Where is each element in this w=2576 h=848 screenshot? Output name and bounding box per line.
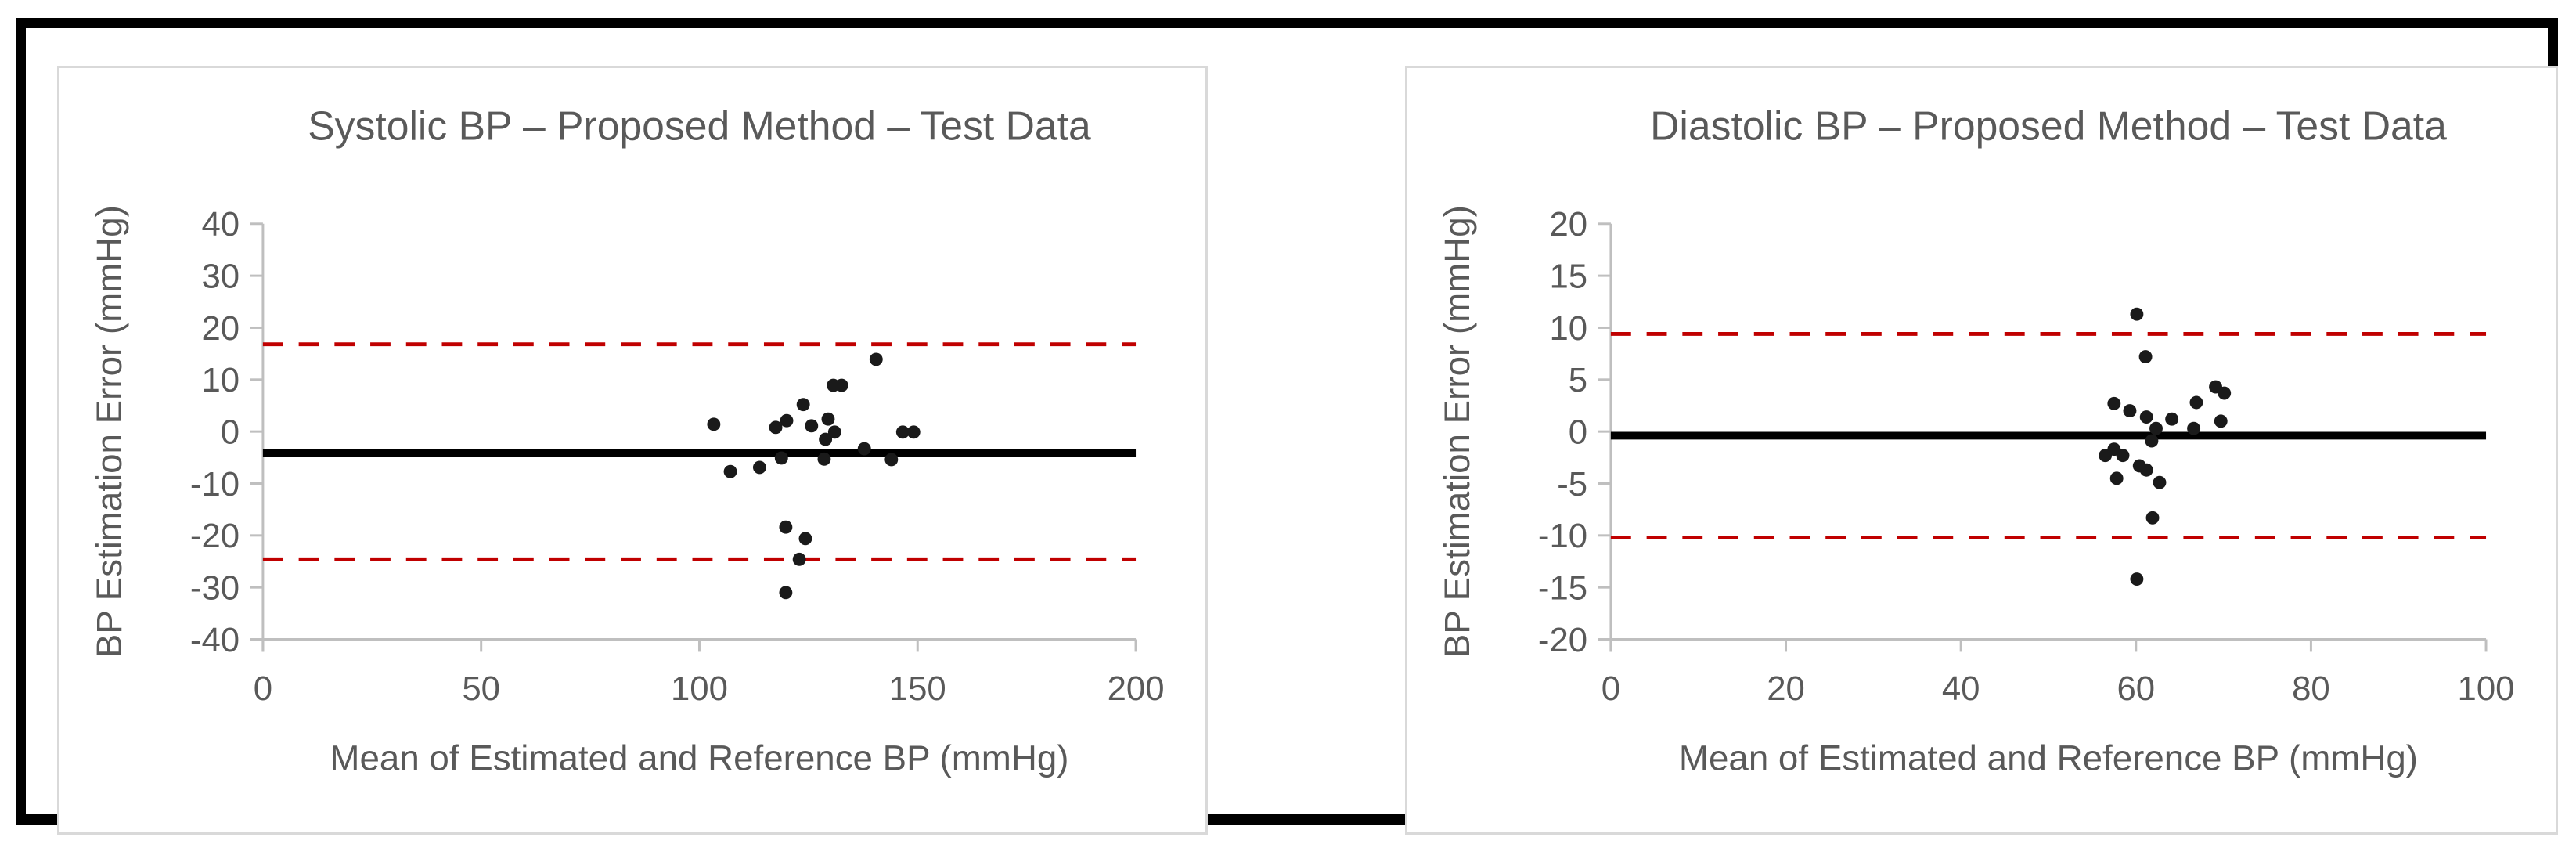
x-axis: 0 50 100 150 200 xyxy=(254,638,1165,708)
y-tick-label: -20 xyxy=(1538,621,1587,659)
data-point xyxy=(2165,412,2179,426)
data-point xyxy=(2116,449,2130,463)
data-point xyxy=(798,532,812,546)
x-axis: 0 20 40 60 80 100 xyxy=(1601,638,2515,708)
x-axis-title: Mean of Estimated and Reference BP (mmHg… xyxy=(1679,738,2418,778)
y-tick-label: 20 xyxy=(1549,205,1587,244)
data-point xyxy=(774,451,788,465)
x-tick-label: 150 xyxy=(889,669,946,708)
data-point xyxy=(2187,421,2201,435)
y-tick-label: -10 xyxy=(190,465,240,503)
data-point xyxy=(2138,350,2153,364)
x-tick-label: 200 xyxy=(1108,669,1165,708)
y-tick-label: 0 xyxy=(1569,413,1587,451)
data-point xyxy=(780,413,794,428)
data-point xyxy=(869,352,883,366)
y-tick-label: -15 xyxy=(1538,568,1587,607)
y-axis-title: BP Estimation Error (mmHg) xyxy=(1437,205,1477,658)
data-point xyxy=(2139,410,2153,424)
data-point xyxy=(752,460,766,475)
y-tick-label: -30 xyxy=(190,568,240,607)
data-point xyxy=(2214,414,2228,428)
y-tick-label: 15 xyxy=(1549,257,1587,295)
y-tick-label: -10 xyxy=(1538,517,1587,555)
y-tick-label: 30 xyxy=(201,257,240,295)
x-tick-label: 80 xyxy=(2292,669,2330,708)
data-point xyxy=(2145,434,2159,448)
data-point xyxy=(2130,572,2144,586)
data-point xyxy=(2107,396,2121,410)
data-point xyxy=(2153,475,2167,489)
x-tick-label: 50 xyxy=(462,669,500,708)
scatter-points xyxy=(707,352,921,600)
data-point xyxy=(792,552,806,566)
y-axis-title: BP Estimation Error (mmHg) xyxy=(89,205,129,658)
y-tick-label: 10 xyxy=(1549,309,1587,348)
data-point xyxy=(2109,471,2124,485)
x-tick-label: 60 xyxy=(2117,669,2155,708)
data-point xyxy=(895,425,910,439)
data-point xyxy=(779,520,793,534)
data-point xyxy=(2130,307,2144,321)
chart-title: Systolic BP – Proposed Method – Test Dat… xyxy=(308,103,1091,148)
y-tick-label: -5 xyxy=(1557,465,1587,503)
x-axis-title: Mean of Estimated and Reference BP (mmHg… xyxy=(330,738,1068,778)
x-tick-label: 40 xyxy=(1942,669,1980,708)
y-tick-label: 20 xyxy=(201,309,240,348)
data-point xyxy=(769,420,783,435)
data-point xyxy=(2139,463,2153,477)
chart-title: Diastolic BP – Proposed Method – Test Da… xyxy=(1650,103,2447,148)
data-point xyxy=(2189,395,2203,410)
data-point xyxy=(723,464,737,478)
y-tick-label: -20 xyxy=(190,517,240,555)
figure-outer-frame: Systolic BP – Proposed Method – Test Dat… xyxy=(16,18,2558,835)
x-tick-label: 20 xyxy=(1767,669,1805,708)
y-tick-label: 40 xyxy=(201,205,240,244)
data-point xyxy=(2123,404,2137,418)
data-point xyxy=(821,412,835,426)
data-point xyxy=(805,419,819,433)
data-point xyxy=(817,452,831,466)
y-tick-label: -40 xyxy=(190,621,240,659)
data-point xyxy=(834,378,848,392)
data-point xyxy=(707,417,721,431)
data-point xyxy=(819,432,833,446)
data-point xyxy=(827,425,841,439)
data-point xyxy=(779,586,793,600)
diastolic-chart-panel: Diastolic BP – Proposed Method – Test Da… xyxy=(1405,66,2558,835)
data-point xyxy=(796,398,810,412)
data-point xyxy=(2218,386,2232,400)
x-tick-label: 100 xyxy=(2458,669,2515,708)
diastolic-bland-altman-chart: Diastolic BP – Proposed Method – Test Da… xyxy=(1437,103,2515,778)
y-tick-label: 0 xyxy=(221,413,240,451)
data-point xyxy=(906,425,921,439)
x-tick-label: 0 xyxy=(1601,669,1620,708)
x-tick-label: 0 xyxy=(254,669,272,708)
y-tick-label: 10 xyxy=(201,361,240,399)
systolic-bland-altman-chart: Systolic BP – Proposed Method – Test Dat… xyxy=(89,103,1165,778)
y-axis: -40 -30 -20 -10 0 10 20 30 40 xyxy=(190,205,265,659)
systolic-chart-panel: Systolic BP – Proposed Method – Test Dat… xyxy=(57,66,1208,835)
data-point xyxy=(884,453,899,467)
data-point xyxy=(2149,421,2163,435)
data-point xyxy=(2145,511,2160,525)
x-tick-label: 100 xyxy=(671,669,728,708)
y-tick-label: 5 xyxy=(1569,361,1587,399)
scatter-points xyxy=(2099,307,2232,586)
data-point xyxy=(857,442,871,456)
y-axis: -20 -15 -10 -5 0 5 10 15 20 xyxy=(1538,205,1612,659)
